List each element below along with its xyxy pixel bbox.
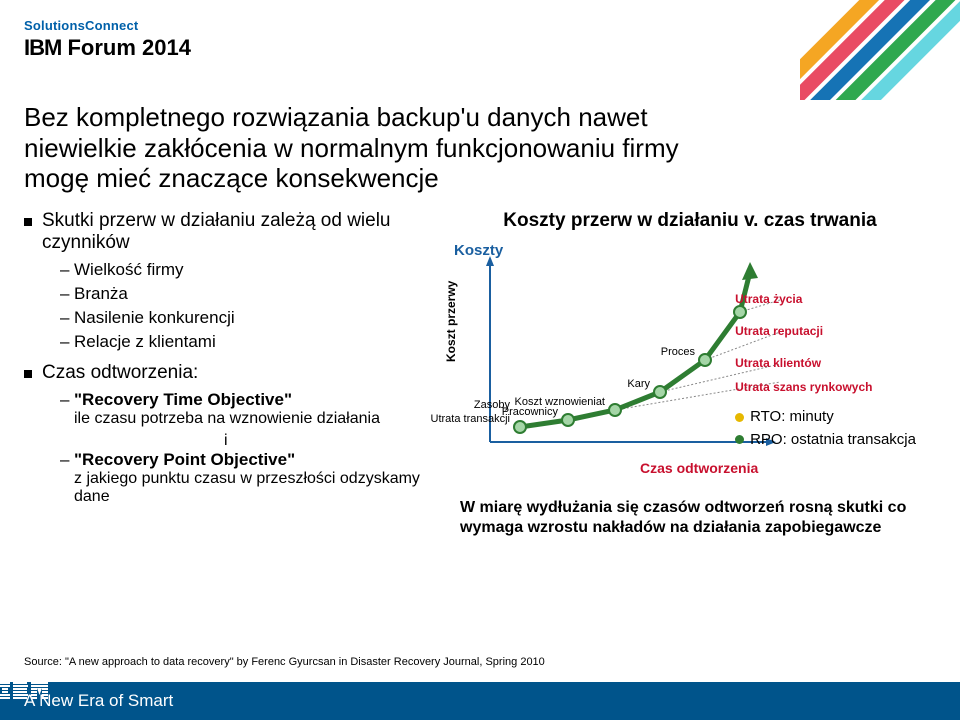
rto-term: "Recovery Time Objective": [74, 390, 292, 409]
sub-rto: "Recovery Time Objective" ile czasu potr…: [60, 390, 434, 428]
decor-stripes: [800, 0, 960, 100]
sub-rpo: "Recovery Point Objective" z jakiego pun…: [60, 450, 434, 506]
rpo-text: RPO: ostatnia transakcja: [750, 431, 916, 448]
sub-clients: Relacje z klientami: [60, 332, 434, 352]
connector-i: i: [224, 432, 434, 450]
bullet-recovery: Czas odtworzenia:: [24, 362, 434, 384]
node-label: Kary: [550, 378, 650, 390]
legend-life: Utrata życia: [735, 290, 916, 308]
legend-clients: Utrata klientów: [735, 354, 916, 372]
rto-text: RTO: minuty: [750, 408, 834, 425]
left-column: Skutki przerw w działaniu zależą od wiel…: [24, 210, 434, 510]
slide-title: Bez kompletnego rozwiązania backup'u dan…: [24, 102, 724, 194]
sub-size: Wielkość firmy: [60, 260, 434, 280]
footer-bar: A New Era of Smart: [0, 682, 960, 720]
rpo-desc: z jakiego punktu czasu w przeszłości odz…: [74, 470, 434, 506]
chart-area: Koszty Utrata życia Utrata reputacji Utr…: [450, 242, 920, 472]
rto-desc: ile czasu potrzeba na wznowienie działan…: [74, 410, 434, 428]
sub-competition: Nasilenie konkurencji: [60, 308, 434, 328]
legend-rpo: RPO: ostatnia transakcja: [735, 429, 916, 452]
bullet-factors: Skutki przerw w działaniu zależą od wiel…: [24, 210, 434, 254]
source-citation: Source: "A new approach to data recovery…: [24, 656, 545, 668]
x-axis-label: Czas odtworzenia: [640, 460, 758, 476]
chart-container: Koszty przerw w działaniu v. czas trwani…: [450, 210, 930, 472]
y-axis-label: Koszt przerwy: [444, 281, 458, 362]
conclusion-text: W miarę wydłużania się czasów odtworzeń …: [460, 498, 920, 538]
dot-rto: [735, 413, 744, 422]
legend-chances: Utrata szans rynkowych: [735, 378, 916, 396]
slide-header: SolutionsConnect IBM Forum 2014: [24, 18, 191, 61]
legend-reputation: Utrata reputacji: [735, 322, 916, 340]
sub-branch: Branża: [60, 284, 434, 304]
header-forum: IBM Forum 2014: [24, 35, 191, 61]
chart-title: Koszty przerw w działaniu v. czas trwani…: [450, 210, 930, 232]
ibm-logo-svg: [0, 682, 48, 700]
legend-rto: RTO: minuty: [735, 406, 916, 429]
dot-rpo: [735, 435, 744, 444]
chart-legend: Utrata życia Utrata reputacji Utrata kli…: [735, 290, 916, 451]
stripes-svg: [800, 0, 960, 100]
header-solutions-connect: SolutionsConnect: [24, 18, 191, 33]
node-label: Proces: [595, 346, 695, 358]
node-label: Koszt wznowieniat: [505, 396, 605, 408]
rpo-term: "Recovery Point Objective": [74, 450, 295, 469]
